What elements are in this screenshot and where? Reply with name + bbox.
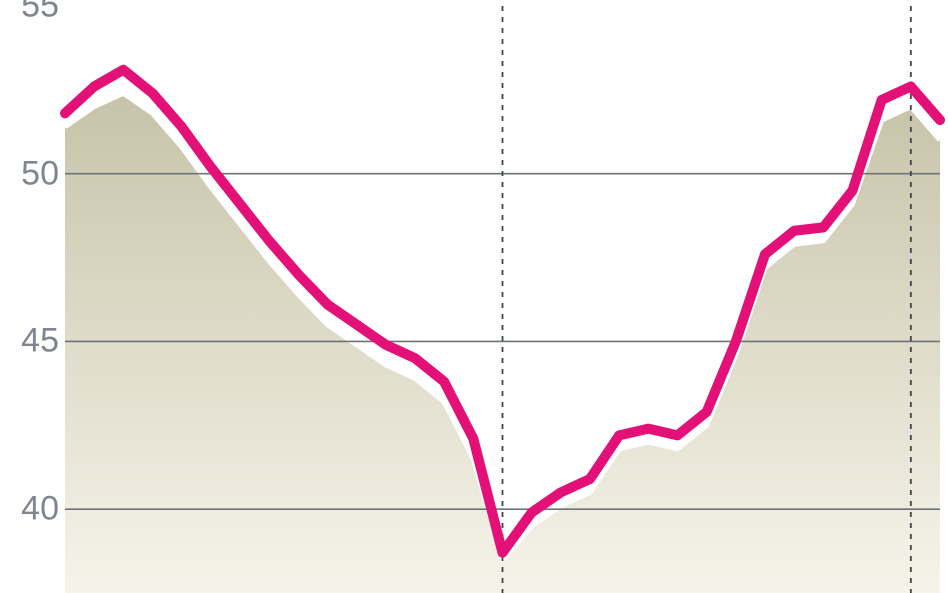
line-chart: 40 45 50 55 bbox=[0, 0, 948, 593]
y-axis-tick-label: 40 bbox=[21, 490, 59, 529]
chart-canvas bbox=[0, 0, 948, 593]
y-axis-tick-label: 50 bbox=[21, 154, 59, 193]
y-axis-tick-label: 55 bbox=[21, 0, 59, 26]
y-axis-tick-label: 45 bbox=[21, 322, 59, 361]
